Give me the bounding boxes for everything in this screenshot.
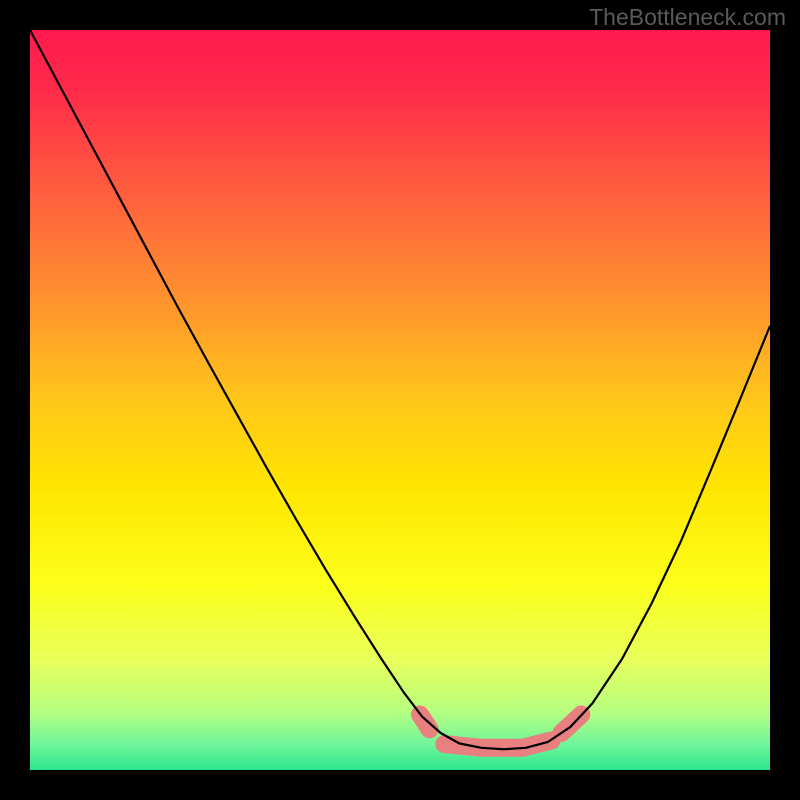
chart-canvas: TheBottleneck.com xyxy=(0,0,800,800)
watermark-text: TheBottleneck.com xyxy=(589,4,786,31)
curve-layer xyxy=(30,30,770,770)
plot-area xyxy=(30,30,770,770)
highlight-band xyxy=(420,715,581,748)
bottleneck-curve xyxy=(30,30,770,749)
